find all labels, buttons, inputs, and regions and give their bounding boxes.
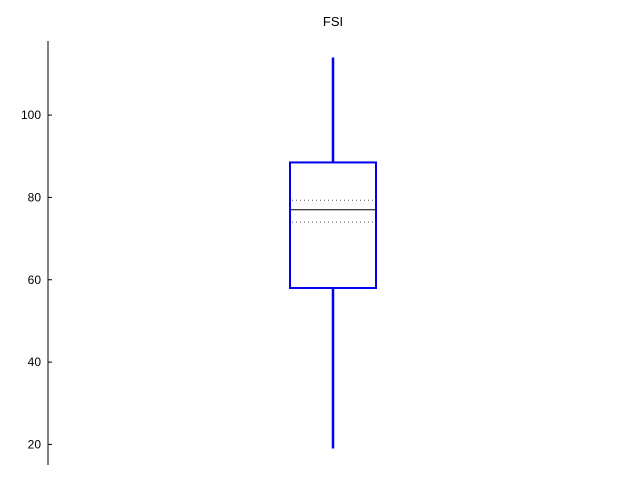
y-tick-label: 80	[28, 190, 42, 204]
y-tick-label: 20	[28, 437, 42, 451]
box-group	[289, 57, 377, 449]
iqr-box	[289, 161, 377, 289]
y-tick-label: 60	[28, 273, 42, 287]
y-tick-label: 100	[21, 108, 41, 122]
y-tick-label: 40	[28, 355, 42, 369]
chart-title: FSI	[323, 14, 343, 29]
y-axis-ticks: 20 40 60 80 100	[21, 108, 52, 451]
